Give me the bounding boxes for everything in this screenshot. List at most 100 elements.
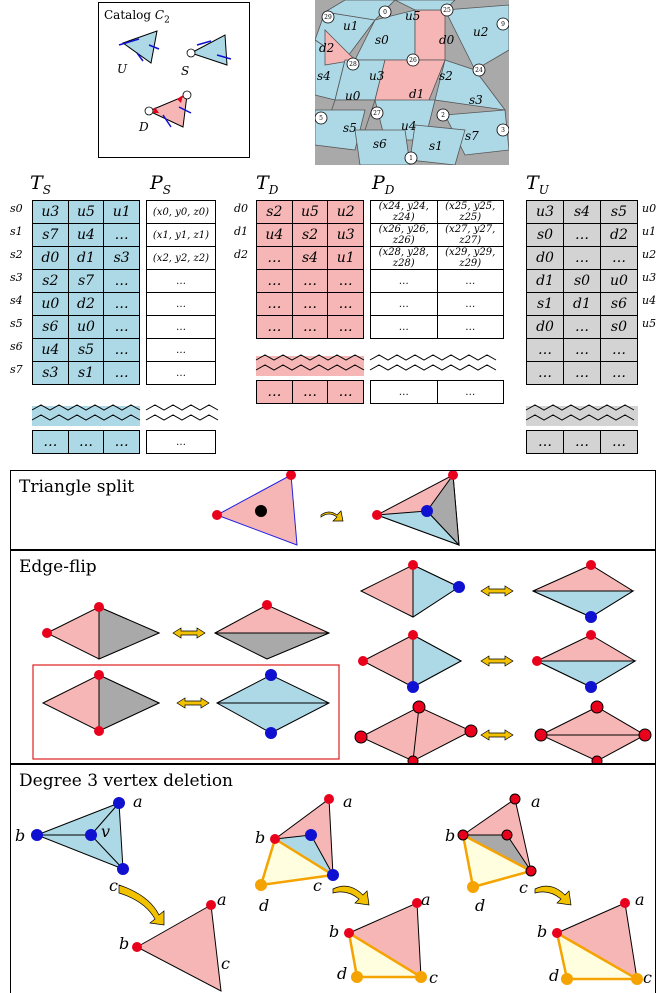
mesh-face-u1: u1 xyxy=(343,19,358,33)
catalog-label-s: S xyxy=(181,64,189,78)
break-mark-right xyxy=(525,404,638,426)
mesh-face-s1: s1 xyxy=(429,139,443,153)
table-td-cell: u1 xyxy=(327,246,364,270)
table-td-row: ……… xyxy=(256,292,364,316)
vertex-d-4: d xyxy=(337,964,347,983)
table-td-cell: … xyxy=(291,315,329,339)
table-td-cell: u2 xyxy=(327,200,364,224)
table-tu-cell: … xyxy=(563,361,601,385)
table-ts-cell: s1 xyxy=(67,361,105,385)
vertex-d-6: d xyxy=(549,966,559,985)
section-edge-flip: Edge-flip xyxy=(10,550,656,764)
table-ps-row: … xyxy=(146,269,216,293)
table-tu-row-labels: u0 u1 u2 u3 u4 u5 xyxy=(642,202,668,340)
table-tu-cell: … xyxy=(599,361,639,385)
table-ts-cell: d1 xyxy=(67,246,105,270)
table-tu-tail-cell: … xyxy=(526,430,564,454)
table-td-cell: … xyxy=(256,315,293,339)
table-td-tail-cell: … xyxy=(327,380,364,404)
table-td-cell: … xyxy=(291,292,329,316)
table-ts-cell: s5 xyxy=(67,338,105,362)
table-ts-cell: u4 xyxy=(67,223,105,247)
table-tu-cell: s5 xyxy=(599,200,639,224)
table-ps-row: (x1, y1, z1) xyxy=(146,223,216,247)
table-tu-cell: s0 xyxy=(525,223,565,247)
table-td-row: … s4 u1 xyxy=(256,246,364,270)
mesh-vertex-1: 1 xyxy=(409,155,413,162)
vertex-a-1: a xyxy=(133,792,143,811)
mesh-face-s3: s3 xyxy=(469,93,483,107)
table-ts-row-label: s7 xyxy=(10,363,23,376)
degree3-figures: a b c v a b c a b c d a b c d a b c xyxy=(15,792,652,992)
table-pd-tail-row: …… xyxy=(370,380,504,404)
highlight-box xyxy=(32,664,340,760)
table-td-cell: … xyxy=(256,246,293,270)
table-tu-row: ……… xyxy=(525,361,639,385)
table-ps-cell: (x1, y1, z1) xyxy=(146,223,216,247)
table-tu-cell: … xyxy=(525,361,565,385)
table-tu-row: d0… s0 xyxy=(525,315,639,339)
mesh-vertex-26: 26 xyxy=(409,57,417,64)
table-td-cell: u4 xyxy=(256,223,293,247)
table-ts-cell: … xyxy=(103,223,140,247)
mesh-face-d2: d2 xyxy=(319,41,334,55)
table-td-cell: s2 xyxy=(256,200,293,224)
table-ts-row: u0 d2… xyxy=(32,292,140,316)
table-ps-tail-cell: … xyxy=(146,430,216,454)
table-tu-tail-cell: … xyxy=(600,430,638,454)
vertex-b-6: b xyxy=(537,922,547,941)
vertex-b-4: b xyxy=(329,922,339,941)
table-tu-row-label: u2 xyxy=(642,248,657,261)
table-tu-cell: d0 xyxy=(525,315,565,339)
table-tu-row: d0…… xyxy=(525,246,639,270)
table-td-title: TD xyxy=(256,172,279,197)
table-ts-cell: … xyxy=(103,292,140,316)
mesh-vertex-29: 29 xyxy=(324,14,332,21)
table-ts-row-label: s0 xyxy=(10,202,23,215)
table-td-tail: ……… xyxy=(256,380,364,404)
table-td-cell: … xyxy=(291,269,329,293)
catalog-triangle-s xyxy=(189,34,228,66)
table-ts-row-label: s6 xyxy=(10,340,23,353)
table-ts-cell: s2 xyxy=(32,269,69,293)
table-tu-cell: d1 xyxy=(525,269,565,293)
table-td-cell: s4 xyxy=(291,246,329,270)
mesh-face-s6: s6 xyxy=(373,137,387,151)
table-td-row-label: d0 xyxy=(234,202,249,215)
table-td-tail-row: ……… xyxy=(256,380,364,404)
table-td-tail-cell: … xyxy=(256,380,293,404)
table-pd-cell: … xyxy=(370,292,438,316)
table-ts-cell: u0 xyxy=(67,315,105,339)
table-ts-cell: s7 xyxy=(32,223,69,247)
table-ts-cell: u0 xyxy=(32,292,69,316)
mesh-vertex-24: 24 xyxy=(475,67,483,74)
table-ts: u3 u5 u1 s7 u4… d0 d1 s3 s2 s7… u0 d2… s6 u0… u4 s5… s3 s… xyxy=(32,200,140,385)
table-ts-cell: s6 xyxy=(32,315,69,339)
table-pd-cell: … xyxy=(436,269,504,293)
table-tu-row: d1 s0 u0 xyxy=(525,269,639,293)
catalog-label-d: D xyxy=(138,120,149,134)
table-ts-tail-row: ……… xyxy=(32,430,140,454)
table-pd-row: …… xyxy=(370,292,504,316)
vertex-b-1: b xyxy=(15,826,25,845)
section-title-degree3: Degree 3 vertex deletion xyxy=(19,771,234,791)
vertex-c-5: c xyxy=(519,878,528,897)
table-td-row: u4 s2 u3 xyxy=(256,223,364,247)
table-ps-cell: … xyxy=(146,269,216,293)
table-ps-tail-row: … xyxy=(146,430,216,454)
table-ts-row-label: s1 xyxy=(10,225,23,238)
table-td-row: s2 u5 u2 xyxy=(256,200,364,224)
section-title-triangle-split: Triangle split xyxy=(19,477,135,497)
table-pd-cell: … xyxy=(370,269,438,293)
table-ts-cell: … xyxy=(103,269,140,293)
table-ts-row: s6 u0… xyxy=(32,315,140,339)
table-ts-cell: s3 xyxy=(103,246,140,270)
table-tu-row: u3 s4 s5 xyxy=(525,200,639,224)
table-ts-tail-cell: … xyxy=(32,430,69,454)
table-tu-row-label: u3 xyxy=(642,271,657,284)
table-pd-row: (x24, y24, z24) (x25, y25, z25) xyxy=(370,200,504,224)
vertex-b-3: b xyxy=(255,828,265,847)
vertex-a-6: a xyxy=(635,890,645,909)
table-ps-row: … xyxy=(146,315,216,339)
table-ts-row: s2 s7… xyxy=(32,269,140,293)
